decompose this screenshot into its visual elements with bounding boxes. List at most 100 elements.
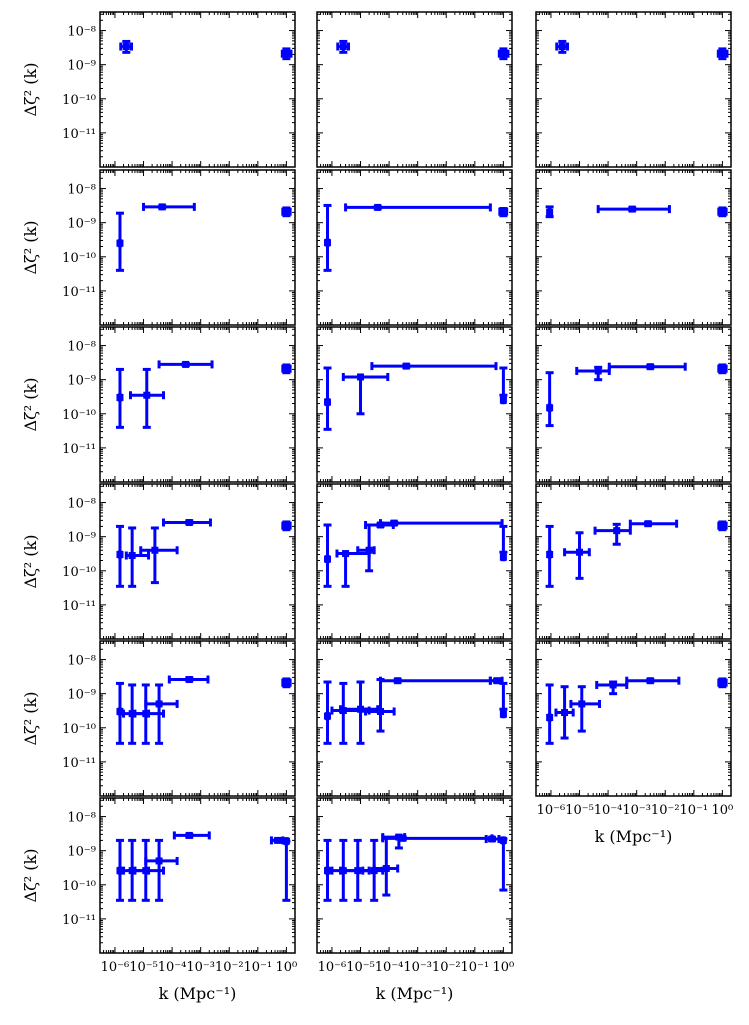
data-point — [161, 518, 212, 527]
data-marker — [116, 394, 124, 402]
y-tick-label: 10⁻⁸ — [67, 497, 96, 512]
data-marker — [718, 522, 726, 530]
data-marker — [613, 527, 621, 535]
data-marker — [185, 676, 193, 684]
data-marker — [357, 705, 365, 713]
data-point — [336, 39, 351, 54]
panel-frame — [535, 326, 732, 483]
data-marker — [324, 239, 332, 247]
panel-r4-c2 — [316, 483, 513, 640]
data-marker — [274, 836, 282, 844]
panel-r3-c1: 10⁻⁸ 10⁻⁹ 10⁻¹⁰ 10⁻¹¹ — [62, 326, 296, 483]
x-axis-label: k (Mpc⁻¹) — [595, 827, 673, 846]
data-marker — [646, 677, 654, 685]
data-point — [323, 838, 332, 902]
y-tick-label: 10⁻¹⁰ — [62, 722, 96, 737]
data-point — [157, 360, 214, 369]
data-point — [563, 531, 591, 580]
panel-r2-c2 — [316, 169, 513, 326]
panel-frame — [99, 326, 296, 483]
data-marker — [376, 708, 384, 716]
x-tick-label: 10⁰ — [493, 960, 515, 975]
x-tick-label: 10⁻⁴ — [594, 803, 623, 818]
x-tick-label: 10⁻⁵ — [346, 960, 375, 975]
y-tick-label: 10⁻⁸ — [67, 340, 96, 355]
y-tick-label: 10⁻¹¹ — [62, 913, 96, 928]
panel-ticks — [535, 12, 732, 168]
data-marker — [282, 837, 290, 845]
panel-ticks — [99, 484, 296, 640]
data-marker — [546, 551, 554, 559]
y-tick-label: 10⁻⁹ — [67, 688, 96, 703]
data-point — [716, 47, 729, 61]
panel-frame — [316, 640, 513, 797]
y-tick-label: 10⁻¹⁰ — [62, 565, 96, 580]
x-tick-label: 10⁻³ — [622, 803, 651, 818]
data-point — [119, 39, 134, 54]
y-tick-label: 10⁻¹¹ — [62, 285, 96, 300]
data-point — [488, 676, 504, 685]
panel-r6-c2: 10⁻⁶ 10⁻⁵ 10⁻⁴ 10⁻³ 10⁻² 10⁻¹ 10⁰ — [316, 797, 515, 975]
panel-frame — [535, 483, 732, 640]
data-marker — [382, 865, 390, 873]
data-marker — [128, 867, 136, 875]
data-point — [545, 683, 554, 745]
data-point — [499, 681, 508, 719]
data-marker — [354, 867, 362, 875]
data-point — [281, 677, 292, 689]
data-point — [128, 367, 165, 429]
data-marker — [399, 834, 407, 842]
data-marker — [718, 208, 726, 216]
x-tick-label: 10⁻⁶ — [101, 960, 130, 975]
x-axis-label: k (Mpc⁻¹) — [376, 984, 454, 1003]
data-marker — [282, 208, 290, 216]
data-marker — [151, 546, 159, 554]
data-point — [554, 685, 575, 740]
y-tick-label: 10⁻⁹ — [67, 59, 96, 74]
x-tick-label: 10⁻¹ — [461, 960, 490, 975]
data-marker — [282, 522, 290, 530]
data-point — [139, 526, 179, 585]
x-tick-label: 10⁻¹ — [680, 803, 709, 818]
data-point — [372, 836, 400, 897]
data-point — [499, 366, 508, 405]
data-point — [281, 206, 292, 218]
data-point — [593, 522, 632, 546]
panel-ticks — [316, 798, 513, 954]
data-point — [498, 207, 509, 218]
data-marker — [185, 519, 193, 527]
data-marker — [282, 365, 290, 373]
y-tick-label: 10⁻¹⁰ — [62, 251, 96, 266]
data-point — [115, 211, 124, 272]
data-marker — [390, 519, 398, 527]
data-marker — [339, 43, 347, 51]
data-marker — [493, 677, 501, 685]
data-point — [364, 678, 396, 733]
data-point — [545, 524, 554, 588]
data-marker — [499, 553, 507, 561]
data-marker — [342, 550, 350, 558]
data-marker — [365, 546, 373, 554]
y-tick-label: 10⁻¹¹ — [62, 442, 96, 457]
data-point — [378, 676, 492, 685]
panel-frame — [535, 640, 732, 797]
data-point — [330, 681, 371, 745]
x-tick-label: 10⁻³ — [403, 960, 432, 975]
axis-labels: Δζ² (k) Δζ² (k) Δζ² (k) Δζ² (k) Δζ² (k) k (Mp… — [21, 63, 672, 1003]
panel-r1-c3 — [535, 11, 732, 168]
data-point — [370, 362, 498, 371]
panel-frame — [99, 640, 296, 797]
data-point — [167, 675, 210, 684]
data-point — [497, 47, 510, 61]
panel-r3-c2 — [316, 326, 513, 483]
panel-ticks — [535, 170, 732, 326]
x-axis-label: k (Mpc⁻¹) — [159, 984, 237, 1003]
data-marker — [546, 404, 554, 412]
data-point — [280, 47, 293, 61]
panel-r5-c3: 10⁻⁶ 10⁻⁵ 10⁻⁴ 10⁻³ 10⁻² 10⁻¹ 10⁰ — [535, 640, 733, 818]
data-point — [717, 363, 728, 375]
data-point — [555, 39, 570, 54]
y-tick-label: 10⁻¹¹ — [62, 127, 96, 142]
data-marker — [394, 677, 402, 685]
data-marker — [499, 836, 507, 844]
